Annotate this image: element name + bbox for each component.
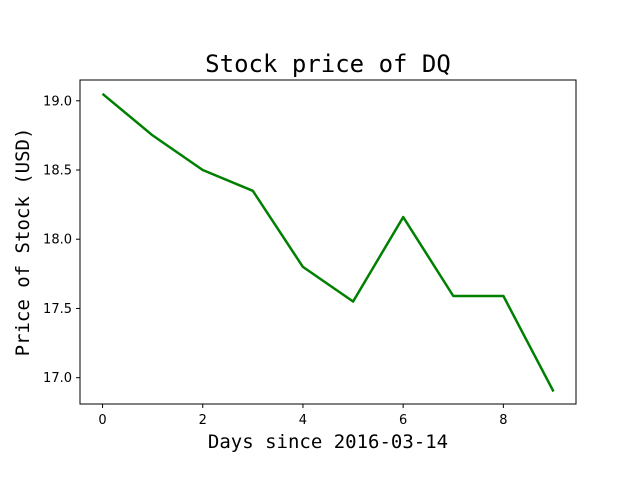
x-tick-label: 6: [399, 413, 407, 428]
plot-area-frame: [79, 79, 577, 405]
x-axis-label: Days since 2016-03-14: [208, 431, 448, 453]
y-axis-label: Price of Stock (USD): [12, 128, 34, 357]
chart-title: Stock price of DQ: [205, 50, 451, 78]
x-tick-label: 8: [499, 413, 507, 428]
series-line: [101, 92, 555, 393]
y-axis-ticks: 17.0 17.5 18.0 18.5 19.0: [43, 94, 80, 386]
x-axis-ticks: 0 2 4 6 8: [98, 404, 507, 428]
y-tick-label: 17.0: [43, 371, 72, 386]
plot-lines: [101, 92, 555, 393]
x-tick-label: 0: [98, 413, 106, 428]
y-tick-label: 17.5: [43, 302, 72, 317]
x-tick-label: 4: [299, 413, 307, 428]
y-tick-label: 18.5: [43, 164, 72, 179]
y-tick-label: 18.0: [43, 233, 72, 248]
y-tick-label: 19.0: [43, 94, 72, 109]
x-tick-label: 2: [199, 413, 207, 428]
